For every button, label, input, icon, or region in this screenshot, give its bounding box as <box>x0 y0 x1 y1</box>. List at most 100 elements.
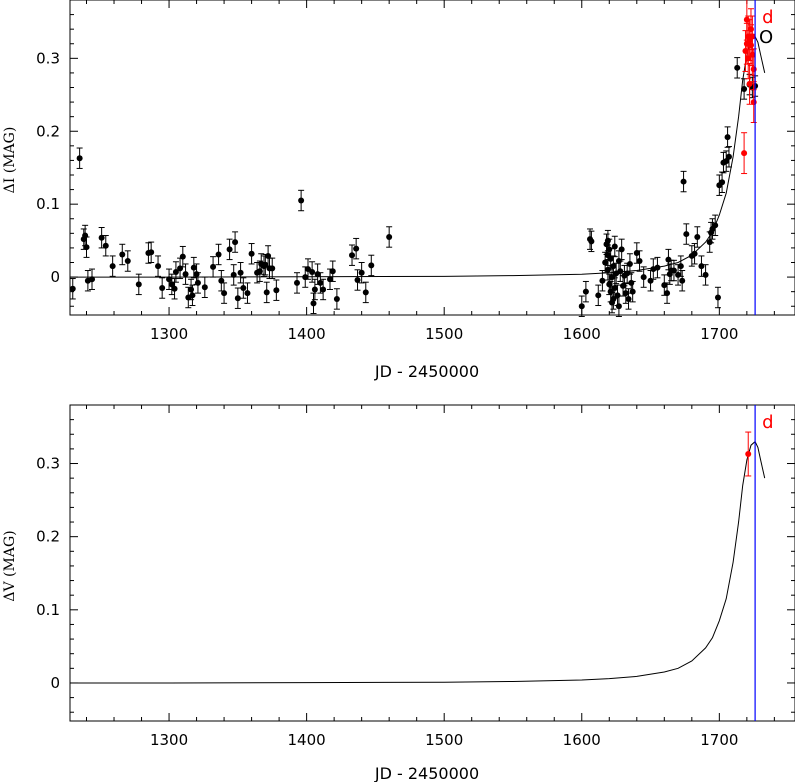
black-data-point <box>386 233 393 240</box>
black-data-point <box>177 265 184 272</box>
black-data-point <box>617 268 624 275</box>
black-data-point <box>269 265 276 272</box>
black-data-point <box>171 285 178 292</box>
black-data-point <box>293 279 300 286</box>
red-data-point <box>741 150 748 157</box>
black-data-point <box>723 158 730 165</box>
bottom-axis-ticks: 1300 1400 1500 1600 1700 0 0.1 0.2 0.3 <box>36 405 795 749</box>
x-tick-label: 1600 <box>563 731 601 749</box>
red-data-point <box>749 33 756 40</box>
black-data-point <box>604 237 611 244</box>
black-data-point <box>353 245 360 252</box>
black-data-point <box>610 263 617 270</box>
black-data-point <box>362 289 369 296</box>
black-data-point <box>215 251 222 258</box>
black-data-point <box>190 264 197 271</box>
top-plot-frame <box>69 0 795 316</box>
black-data-point <box>89 276 96 283</box>
black-data-point <box>124 258 131 265</box>
x-tick-label: 1500 <box>425 325 463 343</box>
black-data-point <box>314 271 321 278</box>
black-data-point <box>210 263 217 270</box>
bottom-plot-frame <box>69 404 795 722</box>
bottom-y-axis-label: ΔV (MAG) <box>2 530 18 601</box>
red-data-point <box>745 451 752 458</box>
y-tick-label: 0 <box>50 674 60 692</box>
black-data-point <box>327 276 334 283</box>
black-data-point <box>148 249 155 256</box>
bottom-d-marker: d <box>762 412 773 433</box>
black-data-point <box>317 279 324 286</box>
black-data-point <box>109 263 116 270</box>
black-data-point <box>309 268 316 275</box>
red-data-point <box>742 48 749 55</box>
x-tick-label: 1700 <box>700 731 738 749</box>
black-data-point <box>155 263 162 270</box>
top-x-axis-label: JD - 2450000 <box>374 362 479 381</box>
black-data-point <box>358 269 365 276</box>
black-data-point <box>741 85 748 92</box>
x-tick-label: 1400 <box>288 325 326 343</box>
top-d-marker: d <box>762 7 773 28</box>
black-data-point <box>329 268 336 275</box>
x-tick-label: 1400 <box>288 731 326 749</box>
black-data-point <box>625 295 632 302</box>
black-data-point <box>179 253 186 260</box>
black-data-point <box>76 155 83 162</box>
black-data-point <box>611 285 618 292</box>
bottom-panel: 1300 1400 1500 1600 1700 0 0.1 0.2 0.3 d JD - 24… <box>2 404 795 782</box>
red-data-point <box>746 80 753 87</box>
black-data-point <box>82 232 89 239</box>
top-data-points <box>69 0 759 317</box>
black-data-point <box>189 292 196 299</box>
black-data-point <box>724 134 731 141</box>
black-data-point <box>349 252 356 259</box>
y-tick-label: 0.2 <box>36 528 60 546</box>
black-data-point <box>725 153 732 160</box>
black-data-point <box>615 303 622 310</box>
black-data-point <box>234 295 241 302</box>
black-data-point <box>248 250 255 257</box>
black-data-point <box>333 295 340 302</box>
black-data-point <box>647 277 654 284</box>
black-data-point <box>230 271 237 278</box>
black-data-point <box>633 250 640 257</box>
black-data-point <box>311 286 318 293</box>
black-data-point <box>218 277 225 284</box>
black-data-point <box>734 64 741 71</box>
black-data-point <box>172 268 179 275</box>
black-data-point <box>714 294 721 301</box>
y-tick-label: 0.2 <box>36 122 60 140</box>
black-data-point <box>702 271 709 278</box>
x-tick-label: 1300 <box>150 325 188 343</box>
black-data-point <box>69 285 76 292</box>
black-data-point <box>629 288 636 295</box>
black-data-point <box>626 260 633 267</box>
black-data-point <box>237 269 244 276</box>
black-data-point <box>680 178 687 185</box>
black-data-point <box>256 268 263 275</box>
black-data-point <box>599 277 606 284</box>
y-tick-label: 0 <box>50 268 60 286</box>
top-model-curve <box>70 35 766 278</box>
black-data-point <box>98 234 105 241</box>
black-data-point <box>691 250 698 257</box>
x-tick-label: 1300 <box>150 731 188 749</box>
top-o-annotation: O <box>759 27 773 48</box>
black-data-point <box>320 286 327 293</box>
black-data-point <box>640 274 647 281</box>
black-data-point <box>665 256 672 263</box>
black-data-point <box>664 290 671 297</box>
black-data-point <box>606 281 613 288</box>
black-data-point <box>310 300 317 307</box>
black-data-point <box>273 287 280 294</box>
y-tick-label: 0.3 <box>36 455 60 473</box>
black-data-point <box>622 290 629 297</box>
model-curve-path <box>70 440 766 684</box>
black-data-point <box>624 270 631 277</box>
black-data-point <box>661 282 668 289</box>
black-data-point <box>679 277 686 284</box>
red-data-point <box>750 66 757 73</box>
black-data-point <box>670 267 677 274</box>
